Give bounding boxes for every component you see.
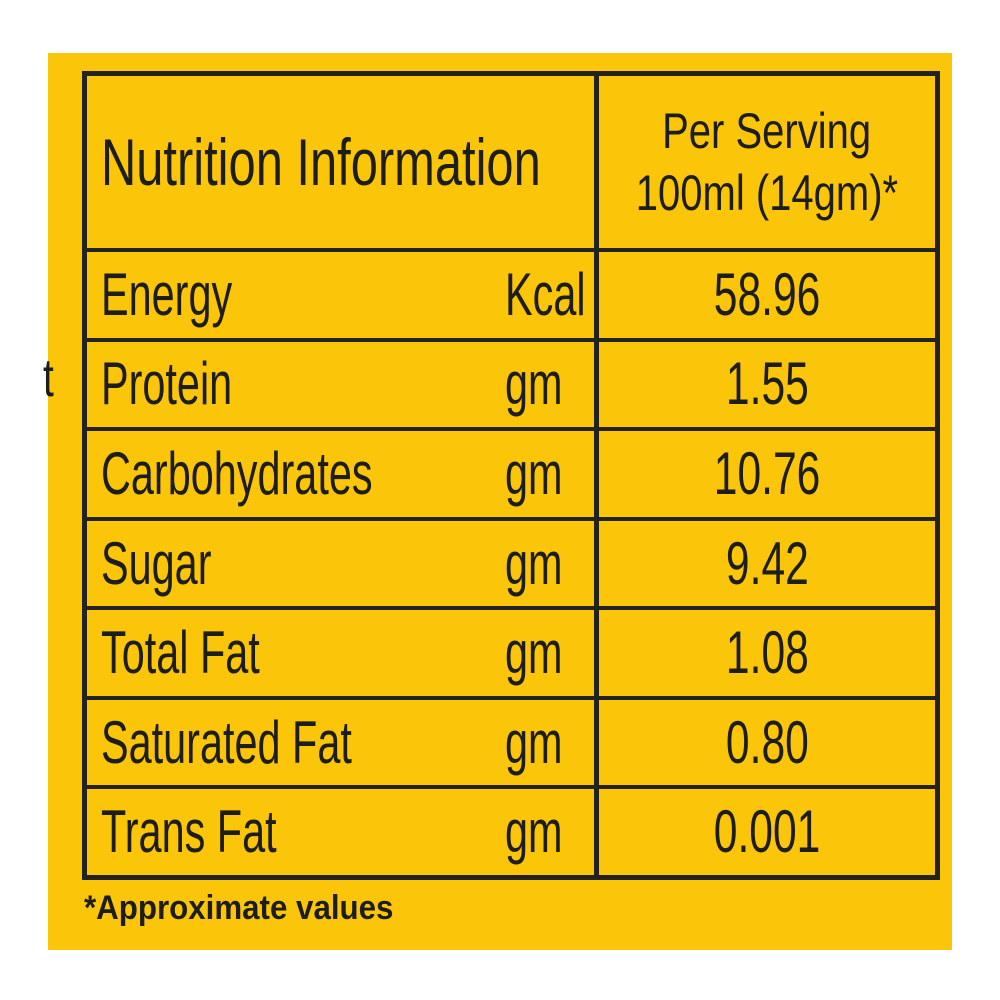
table-row-carbohydrates: Carbohydrates gm 10.76	[87, 431, 935, 521]
row-label: Total Fat	[101, 619, 260, 687]
cell-label-unit: Protein gm	[87, 341, 599, 428]
row-value: 9.42	[725, 529, 809, 597]
row-unit: Kcal	[505, 260, 586, 328]
per-serving-line1: Per Serving	[662, 103, 872, 159]
cell-label-unit: Sugar gm	[87, 520, 599, 607]
row-value: 0.001	[713, 798, 821, 866]
nutrition-table: Nutrition Information Per Serving 100ml …	[82, 71, 940, 880]
cell-value: 1.55	[599, 342, 935, 428]
row-unit: gm	[505, 798, 563, 866]
cropped-text-fragment: t	[43, 348, 54, 408]
row-unit: gm	[505, 708, 563, 776]
row-value: 58.96	[713, 260, 821, 328]
cell-label-unit: Trans Fat gm	[87, 789, 599, 876]
cell-label-unit: Saturated Fat gm	[87, 699, 599, 786]
cell-value: 9.42	[599, 521, 935, 607]
row-unit: gm	[505, 529, 563, 597]
row-label: Carbohydrates	[101, 439, 373, 507]
table-row-protein: Protein gm 1.55	[87, 341, 935, 432]
cell-value: 0.001	[599, 789, 935, 875]
header-cell-title: Nutrition Information	[87, 76, 599, 248]
nutrition-label-panel: t Nutrition Information Per Serving 100m…	[43, 53, 952, 950]
cell-label-unit: Total Fat gm	[87, 610, 599, 696]
cell-value: 0.80	[599, 700, 935, 786]
row-value: 1.08	[725, 619, 809, 687]
row-value: 1.55	[725, 350, 809, 418]
table-row-total-fat: Total Fat gm 1.08	[87, 610, 935, 700]
row-label: Saturated Fat	[101, 708, 352, 776]
approximate-values-footnote: *Approximate values	[84, 889, 394, 927]
cell-value: 1.08	[599, 610, 935, 696]
row-label: Sugar	[101, 529, 212, 597]
row-unit: gm	[505, 439, 563, 507]
cell-label-unit: Energy Kcal	[87, 252, 599, 338]
table-row-saturated-fat: Saturated Fat gm 0.80	[87, 699, 935, 790]
row-label: Trans Fat	[101, 798, 277, 866]
row-value: 0.80	[725, 708, 809, 776]
cell-value: 10.76	[599, 431, 935, 517]
row-value: 10.76	[713, 439, 821, 507]
table-row-energy: Energy Kcal 58.96	[87, 252, 935, 342]
per-serving-line2: 100ml (14gm)*	[635, 165, 899, 221]
header-cell-serving: Per Serving 100ml (14gm)*	[599, 76, 935, 248]
table-header-row: Nutrition Information Per Serving 100ml …	[87, 76, 935, 252]
row-label: Protein	[101, 350, 233, 418]
nutrition-information-title: Nutrition Information	[101, 125, 541, 199]
row-unit: gm	[505, 350, 563, 418]
row-unit: gm	[505, 619, 563, 687]
cell-label-unit: Carbohydrates gm	[87, 431, 599, 517]
table-row-trans-fat: Trans Fat gm 0.001	[87, 789, 935, 876]
row-label: Energy	[101, 260, 233, 328]
cell-value: 58.96	[599, 252, 935, 338]
table-row-sugar: Sugar gm 9.42	[87, 520, 935, 611]
